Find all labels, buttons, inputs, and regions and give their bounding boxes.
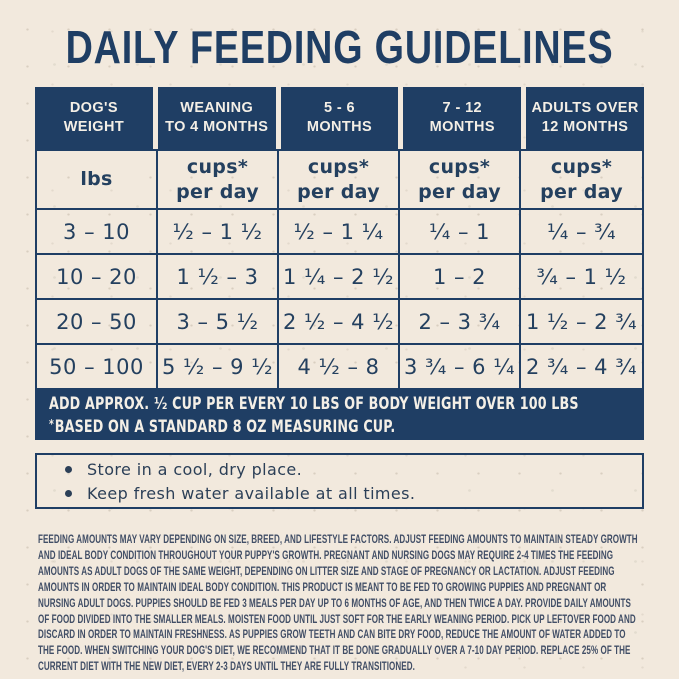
page-title: DAILY FEEDING GUIDELINES <box>65 21 614 73</box>
cups-cell: 1 ¹⁄₄ – 2 ¹⁄₂ <box>279 253 400 298</box>
cups-cell: ¹⁄₂ – 1 ¹⁄₄ <box>279 208 400 253</box>
unit-line: per day <box>297 180 380 203</box>
cups-cell: 5 ¹⁄₂ – 9 ¹⁄₂ <box>158 343 279 388</box>
footnote-line-2-text: BASED ON A STANDARD 8 OZ MEASURING CUP. <box>54 417 396 436</box>
bullet-dot-icon <box>65 489 72 497</box>
unit-cell-cups-per-day: cups* per day <box>400 151 521 208</box>
cups-cell: 2 ¹⁄₂ – 4 ¹⁄₂ <box>279 298 400 343</box>
cups-cell: 2 ³⁄₄ – 4 ³⁄₄ <box>521 343 642 388</box>
header-line: MONTHS <box>429 119 495 135</box>
weight-range-cell: 3 – 10 <box>37 208 158 253</box>
feeding-table-header-row: DOG'S WEIGHT WEANING TO 4 MONTHS 5 - 6 M… <box>35 87 644 149</box>
table-footnote-band: ADD APPROX. ¹⁄₂ CUP PER EVERY 10 LBS OF … <box>35 390 644 440</box>
fine-print-section: FEEDING AMOUNTS MAY VARY DEPENDING ON SI… <box>38 533 642 676</box>
unit-line: cups* <box>186 155 249 178</box>
cups-cell: 1 – 2 <box>400 253 521 298</box>
column-header-5-6-months: 5 - 6 MONTHS <box>280 87 399 149</box>
feeding-table: DOG'S WEIGHT WEANING TO 4 MONTHS 5 - 6 M… <box>35 87 644 440</box>
column-header-adults-over-12-months: ADULTS OVER 12 MONTHS <box>526 87 644 149</box>
header-line: MONTHS <box>306 119 373 135</box>
storage-item-text: Store in a cool, dry place. <box>87 459 303 479</box>
unit-line: cups* <box>428 155 491 178</box>
cups-cell: ¹⁄₄ – ³⁄₄ <box>521 208 642 253</box>
cups-cell: 2 – 3 ³⁄₄ <box>400 298 521 343</box>
unit-cell-lbs: lbs <box>37 151 158 208</box>
cups-cell: 4 ¹⁄₂ – 8 <box>279 343 400 388</box>
weight-range-cell: 10 – 20 <box>37 253 158 298</box>
weight-range-cell: 20 – 50 <box>37 298 158 343</box>
cups-cell: 1 ¹⁄₂ – 2 ³⁄₄ <box>521 298 642 343</box>
column-header-weaning-to-4-months: WEANING TO 4 MONTHS <box>157 87 276 149</box>
header-line: 12 MONTHS <box>541 119 629 135</box>
list-item: Store in a cool, dry place. <box>65 460 642 479</box>
storage-instructions-box: Store in a cool, dry place. Keep fresh w… <box>35 453 644 509</box>
header-line: WEIGHT <box>63 119 125 135</box>
asterisk-icon: * <box>49 417 54 431</box>
cups-cell: 3 – 5 ¹⁄₂ <box>158 298 279 343</box>
unit-cell-cups-per-day: cups* per day <box>158 151 279 208</box>
header-line: WEANING <box>180 99 254 116</box>
feeding-table-body: lbs cups* per day cups* per day cups* pe… <box>35 149 644 390</box>
bullet-dot-icon <box>65 465 72 473</box>
unit-line: per day <box>540 180 623 203</box>
column-header-7-12-months: 7 - 12 MONTHS <box>403 87 522 149</box>
column-header-dogs-weight: DOG'S WEIGHT <box>35 87 153 149</box>
cups-cell: 3 ³⁄₄ – 6 ¹⁄₄ <box>400 343 521 388</box>
unit-cell-cups-per-day: cups* per day <box>279 151 400 208</box>
list-item: Keep fresh water available at all times. <box>65 484 642 503</box>
cups-cell: 1 ¹⁄₂ – 3 <box>158 253 279 298</box>
unit-line: cups* <box>307 155 370 178</box>
weight-range-cell: 50 – 100 <box>37 343 158 388</box>
unit-line: per day <box>176 180 259 203</box>
header-line: TO 4 MONTHS <box>165 119 269 135</box>
footnote-text: ADD APPROX. ¹⁄₂ CUP PER EVERY 10 LBS OF … <box>49 392 631 438</box>
header-line: DOG'S <box>69 99 118 116</box>
unit-line: cups* <box>550 155 613 178</box>
header-line: ADULTS OVER <box>531 99 639 116</box>
unit-line: per day <box>418 180 501 203</box>
cups-cell: ³⁄₄ – 1 ¹⁄₂ <box>521 253 642 298</box>
header-line: 5 - 6 <box>323 99 355 116</box>
storage-item-text: Keep fresh water available at all times. <box>87 483 416 503</box>
unit-line: lbs <box>80 168 113 191</box>
footnote-line-1: ADD APPROX. ¹⁄₂ CUP PER EVERY 10 LBS OF … <box>49 393 579 413</box>
cups-cell: ¹⁄₄ – 1 <box>400 208 521 253</box>
cups-cell: ¹⁄₂ – 1 ¹⁄₂ <box>158 208 279 253</box>
unit-cell-cups-per-day: cups* per day <box>521 151 642 208</box>
header-line: 7 - 12 <box>442 99 483 116</box>
footnote-line-2: *BASED ON A STANDARD 8 OZ MEASURING CUP. <box>49 415 631 438</box>
fine-print-paragraph: FEEDING AMOUNTS MAY VARY DEPENDING ON SI… <box>38 534 638 674</box>
